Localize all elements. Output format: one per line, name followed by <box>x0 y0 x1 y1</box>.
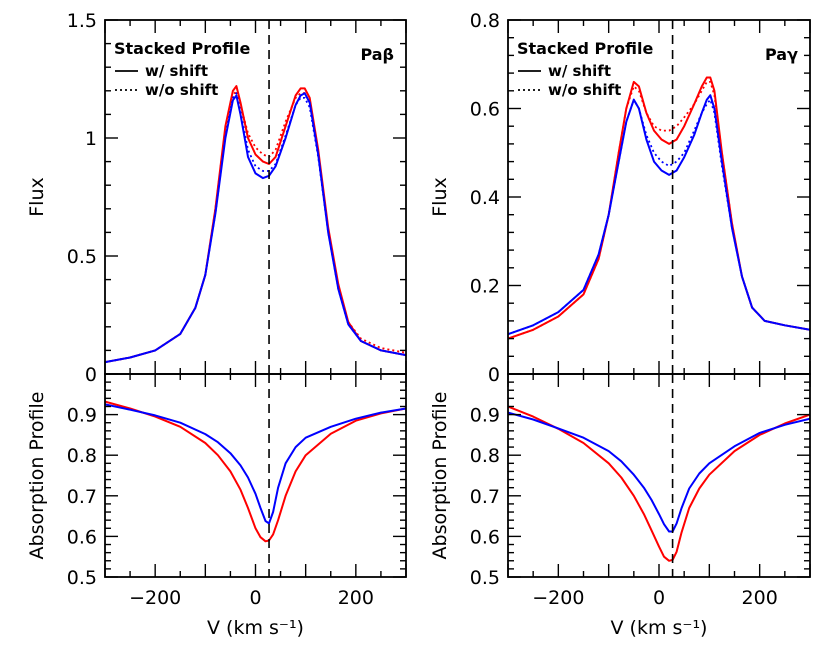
y-axis-label: Flux <box>429 177 451 217</box>
y-tick-label: 0.8 <box>470 445 500 467</box>
series-line-red-solid <box>508 405 810 562</box>
y-tick-label: 1 <box>85 128 97 150</box>
y-tick-label: 0.7 <box>470 486 500 508</box>
y-tick-label: 0.9 <box>67 405 97 427</box>
series-line-blue-dotted <box>105 92 406 364</box>
x-tick-label: −200 <box>129 587 181 609</box>
legend-label: w/ shift <box>145 62 208 80</box>
y-axis-label: Flux <box>26 177 48 217</box>
y-tick-label: 1.5 <box>67 10 97 32</box>
series-line-blue-solid <box>508 411 810 533</box>
series-line-red-solid <box>105 85 406 364</box>
annotation-line-name: Paγ <box>765 45 798 64</box>
y-tick-label: 0.5 <box>67 567 97 589</box>
y-tick-label: 0 <box>488 364 500 386</box>
y-axis-label: Absorption Profile <box>26 392 48 560</box>
series-line-red-dotted <box>105 89 406 364</box>
panel-top-right: 0 0.2 0.4 0.6 0.8 Flux Stacked Profile Paγ w/ sh… <box>429 10 811 386</box>
x-tick-label: 200 <box>742 587 778 609</box>
x-tick-label: 0 <box>249 587 261 609</box>
y-tick-label: 0.9 <box>470 405 500 427</box>
y-axis-label: Absorption Profile <box>429 392 451 560</box>
annotation-stacked-profile: Stacked Profile <box>114 39 250 58</box>
y-tick-label: 0.7 <box>67 486 97 508</box>
axes-frame <box>104 373 407 578</box>
series-line-red-solid <box>105 400 406 543</box>
series-line-blue-solid <box>105 92 406 364</box>
y-tick-label: 0 <box>85 364 97 386</box>
legend-label: w/ shift <box>548 62 611 80</box>
legend-label: w/o shift <box>145 81 218 99</box>
y-tick-label: 0.8 <box>67 445 97 467</box>
series-line-blue-solid <box>508 94 810 336</box>
panel-bottom-left: 0.5 0.6 0.7 0.8 0.9 −200 0 200 Absorption Profil… <box>26 373 407 639</box>
legend-label: w/o shift <box>548 81 621 99</box>
x-axis-label: V (km s⁻¹) <box>207 617 304 639</box>
y-tick-label: 0.6 <box>470 99 500 121</box>
y-tick-label: 0.6 <box>67 526 97 548</box>
series-line-red-dotted <box>508 81 810 340</box>
y-tick-label: 0.5 <box>67 246 97 268</box>
panel-top-left: 0 0.5 1 1.5 Flux Stacked Profile Paβ w/ shiftw/… <box>26 10 407 386</box>
series-line-blue-dotted <box>508 98 810 336</box>
y-tick-label: 0.4 <box>470 187 500 209</box>
series-line-red-solid <box>508 76 810 340</box>
y-tick-label: 0.5 <box>470 567 500 589</box>
series-line-blue-solid <box>105 403 406 525</box>
x-tick-label: 200 <box>338 587 374 609</box>
x-tick-label: 0 <box>653 587 665 609</box>
y-tick-label: 0.8 <box>470 10 500 32</box>
y-tick-label: 0.6 <box>470 526 500 548</box>
annotation-line-name: Paβ <box>360 45 394 64</box>
x-axis-label: V (km s⁻¹) <box>611 617 708 639</box>
y-tick-label: 0.2 <box>470 276 500 298</box>
panel-bottom-right: 0.5 0.6 0.7 0.8 0.9 −200 0 200 Absorption Profil… <box>429 373 811 639</box>
annotation-stacked-profile: Stacked Profile <box>517 39 653 58</box>
x-tick-label: −200 <box>532 587 584 609</box>
